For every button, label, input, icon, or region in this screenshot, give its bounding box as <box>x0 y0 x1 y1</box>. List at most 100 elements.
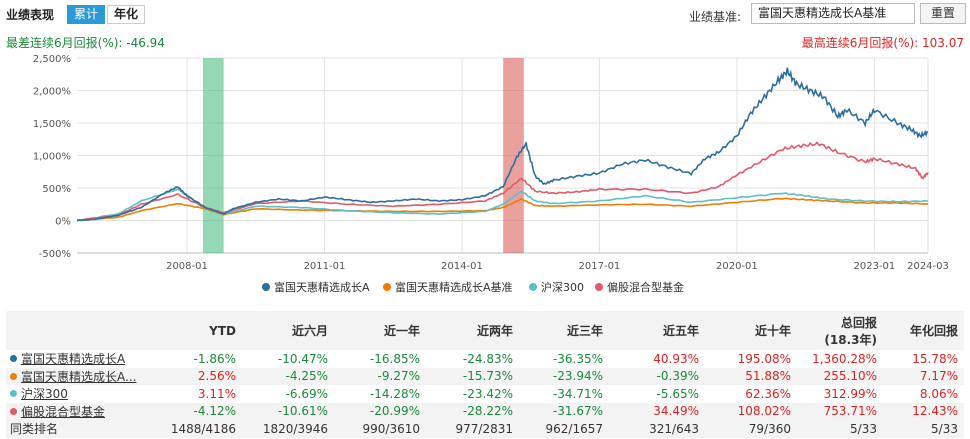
rank-cell: 977/2831 <box>455 421 514 436</box>
table-cell: 255.10% <box>823 369 877 384</box>
table-cell: 62.36% <box>745 386 791 401</box>
benchmark-input[interactable]: 富国天惠精选成长A基准 <box>751 3 915 24</box>
row-name[interactable]: 富国天惠精选成长A <box>6 350 146 368</box>
rank-cell: 5/33 <box>931 421 958 436</box>
tab-cumulative[interactable]: 累计 <box>67 5 105 24</box>
table-cell: -4.25% <box>285 369 328 384</box>
legend-marker-3 <box>595 283 603 291</box>
y-tick-label: -500% <box>39 249 71 260</box>
rank-label: 同类排名 <box>10 422 59 437</box>
legend-marker-0 <box>262 283 270 291</box>
rank-cell: 321/643 <box>649 421 699 436</box>
benchmark-label: 业绩基准: <box>689 10 742 24</box>
reset-button[interactable]: 重置 <box>920 3 966 24</box>
table-cell: -36.35% <box>552 351 603 366</box>
series-dot <box>10 390 17 398</box>
series-dot <box>10 355 17 363</box>
rank-cell: 1488/4186 <box>170 421 236 436</box>
legend-label-1: 富国天惠精选成长A基准 <box>395 280 513 294</box>
worst-6m-return: 最差连续6月回报(%): -46.94 <box>6 36 165 50</box>
row-name[interactable]: 偏股混合型基金 <box>6 403 146 421</box>
x-tick-label: 2014-01 <box>441 261 483 272</box>
x-tick-label: 2008-01 <box>166 261 208 272</box>
table-cell: -1.86% <box>193 351 236 366</box>
row-name-link[interactable]: 富国天惠精选成长A... <box>21 369 137 384</box>
table-cell: 40.93% <box>653 351 699 366</box>
x-tick-label: 2011-01 <box>304 261 346 272</box>
row-name[interactable]: 沪深300 <box>6 385 146 403</box>
y-tick-label: 2,000% <box>33 87 71 98</box>
series-dot <box>10 407 17 415</box>
table-cell: 195.08% <box>737 351 791 366</box>
header-3y: 近三年 <box>566 324 603 338</box>
table-cell: -31.67% <box>552 404 603 419</box>
legend-label-3: 偏股混合型基金 <box>607 280 684 294</box>
rank-cell: 79/360 <box>748 421 791 436</box>
series-dot <box>10 372 17 380</box>
toolbar: 业绩表现 累计 年化 业绩基准: 富国天惠精选成长A基准 重置 <box>0 0 970 28</box>
table-cell: -9.27% <box>377 369 420 384</box>
table-row: 富国天惠精选成长A -1.86% -10.47% -16.85% -24.83% -36.… <box>6 350 964 368</box>
table-cell: -23.94% <box>552 369 603 384</box>
table-cell: -4.12% <box>193 404 236 419</box>
table-cell: -28.22% <box>462 404 513 419</box>
header-1y: 近一年 <box>383 324 420 338</box>
table-cell: 108.02% <box>737 404 791 419</box>
highlight-band-worst <box>203 58 224 253</box>
legend-marker-2 <box>529 283 537 291</box>
header-total: 总回报 (18.3年) <box>797 311 883 350</box>
table-cell: 312.99% <box>823 386 877 401</box>
legend-label-2: 沪深300 <box>541 280 584 294</box>
table-cell: -20.99% <box>369 404 420 419</box>
highlight-band-best <box>503 58 524 253</box>
table-cell: 1,360.28% <box>812 351 877 366</box>
rank-cell: 1820/3946 <box>262 421 328 436</box>
y-tick-label: 500% <box>42 184 71 195</box>
rank-cell: 990/3610 <box>362 421 421 436</box>
table-cell: 51.88% <box>745 369 791 384</box>
row-name[interactable]: 富国天惠精选成长A... <box>6 368 146 386</box>
y-tick-label: 1,500% <box>33 119 71 130</box>
row-name-link[interactable]: 富国天惠精选成长A <box>21 352 126 367</box>
tab-annualized[interactable]: 年化 <box>107 5 145 24</box>
table-cell: -23.42% <box>462 386 513 401</box>
table-row: 富国天惠精选成长A... 2.56% -4.25% -9.27% -15.73% -23.… <box>6 367 964 386</box>
table-cell: -14.28% <box>369 386 420 401</box>
table-cell: -15.73% <box>462 369 513 384</box>
table-cell: 8.06% <box>919 386 958 401</box>
table-cell: 2.56% <box>197 369 236 384</box>
table-cell: 15.78% <box>912 351 958 366</box>
rank-row: 同类排名 1488/4186 1820/3946 990/3610 977/2831 96… <box>6 420 964 438</box>
header-6m: 近六月 <box>291 324 328 338</box>
x-tick-label: 2017-01 <box>579 261 621 272</box>
table-row: 偏股混合型基金 -4.12% -10.61% -20.99% -28.22% -31.67… <box>6 402 964 421</box>
header-total-label: 总回报 <box>840 315 877 330</box>
table-cell: -5.65% <box>656 386 699 401</box>
header-annualized: 年化回报 <box>909 324 958 338</box>
series-line-1 <box>76 197 929 222</box>
performance-table: YTD 近六月 近一年 近两年 近三年 近五年 近十年 总回报 (18.3年) 年… <box>6 311 964 438</box>
table-cell: -24.83% <box>462 351 513 366</box>
header-10y: 近十年 <box>754 324 791 338</box>
table-cell: 7.17% <box>919 369 958 384</box>
header-name <box>6 311 146 350</box>
section-title: 业绩表现 <box>6 8 55 22</box>
header-5y: 近五年 <box>662 324 699 338</box>
rank-cell: 5/33 <box>850 421 877 436</box>
performance-chart: -500% 0% 500% 1,000% 1,500% 2,000% 2,500% 2008-… <box>33 54 949 294</box>
y-tick-label: 1,000% <box>33 152 71 163</box>
legend-marker-1 <box>383 283 391 291</box>
table-cell: -0.39% <box>656 369 699 384</box>
table-cell: -10.47% <box>277 351 328 366</box>
table-cell: -34.71% <box>552 386 603 401</box>
row-name-link[interactable]: 沪深300 <box>21 387 68 402</box>
table-row: 沪深300 3.11% -6.69% -14.28% -23.42% -34.71% -5.… <box>6 385 964 403</box>
row-name-link[interactable]: 偏股混合型基金 <box>21 404 106 419</box>
header-2y: 近两年 <box>476 324 513 338</box>
table-cell: -6.69% <box>285 386 328 401</box>
header-ytd: YTD <box>209 323 236 338</box>
x-tick-label: 2023-01 <box>853 261 895 272</box>
x-tick-label: 2024-03 <box>907 261 949 272</box>
table-cell: 3.11% <box>197 386 236 401</box>
table-cell: -16.85% <box>369 351 420 366</box>
